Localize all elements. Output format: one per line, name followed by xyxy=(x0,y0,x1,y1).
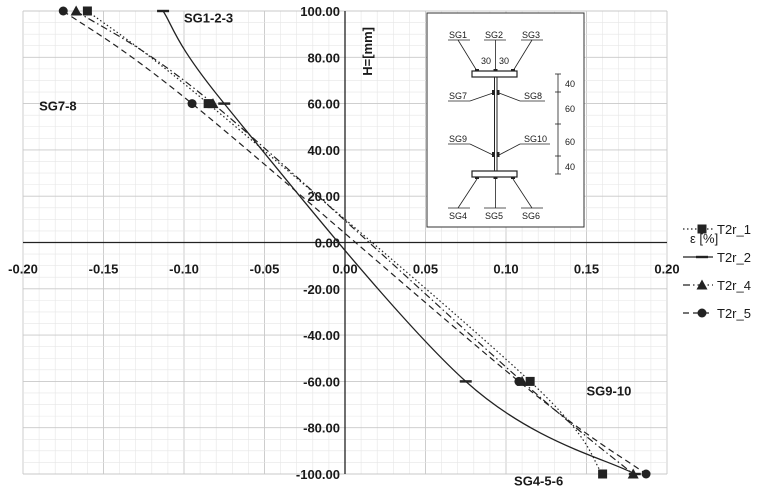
spacing-label-1: 30 xyxy=(481,56,491,66)
inset-frame xyxy=(426,12,585,228)
sg5-label: SG5 xyxy=(485,211,503,221)
x-tick-label: 0.05 xyxy=(413,262,438,277)
point-T2r_1 xyxy=(598,469,608,479)
bottom-flange xyxy=(471,170,518,178)
x-tick-label: -0.10 xyxy=(169,262,199,277)
series xyxy=(58,5,651,479)
series-line-T2r_4 xyxy=(75,10,634,475)
x-axis-title: ε [%] xyxy=(690,231,718,246)
sg3-leader xyxy=(512,39,533,72)
sg3-mark xyxy=(511,69,515,71)
y-tick-label: 40.00 xyxy=(307,143,340,158)
cross-section-inset: SG1 SG2 SG3 30 30 SG7 SG8 SG9 SG10 xyxy=(426,12,585,228)
y-tick-label: -80.00 xyxy=(303,421,340,436)
y-tick-label: 0.00 xyxy=(315,236,340,251)
y-tick-label: 20.00 xyxy=(307,189,340,204)
sg10-mark xyxy=(497,152,500,157)
point-T2r_2 xyxy=(459,380,472,383)
sg10-label: SG10 xyxy=(524,134,547,144)
sg2-label: SG2 xyxy=(485,30,503,40)
y-tick-label: 80.00 xyxy=(307,50,340,65)
legend-label-T2r_4: T2r_4 xyxy=(717,278,751,293)
legend-label-T2r_2: T2r_2 xyxy=(717,250,751,265)
legend-marker-T2r_5 xyxy=(697,308,707,318)
point-T2r_5 xyxy=(58,6,68,16)
sg10-leader xyxy=(498,143,521,156)
point-T2r_5 xyxy=(187,99,197,109)
spacing-label-2: 30 xyxy=(499,56,509,66)
point-T2r_1 xyxy=(525,376,535,386)
axes xyxy=(23,11,667,474)
point-T2r_5 xyxy=(641,469,651,479)
legend-marker-T2r_1 xyxy=(697,224,707,234)
sg8-leader xyxy=(498,92,521,102)
x-tick-label: 0.00 xyxy=(332,262,357,277)
sg5-mark xyxy=(493,177,498,179)
sg6-mark xyxy=(511,177,515,179)
point-T2r_4 xyxy=(207,98,219,109)
y-tick-label: -60.00 xyxy=(303,374,340,389)
series-T2r_1 xyxy=(82,6,608,479)
sg2-mark xyxy=(493,69,498,71)
series-line-T2r_2 xyxy=(162,10,636,475)
sg6-leader xyxy=(512,178,533,209)
sg4-mark xyxy=(475,177,479,179)
y-tick-label: -20.00 xyxy=(303,282,340,297)
height-dim-60-lower: 60 xyxy=(565,137,575,147)
sg8-mark xyxy=(497,90,500,95)
x-tick-label: 0.20 xyxy=(654,262,679,277)
point-T2r_2 xyxy=(157,9,170,13)
height-dim-40-bottom: 40 xyxy=(565,162,575,172)
point-T2r_2 xyxy=(218,102,231,105)
sg7-mark xyxy=(492,90,494,95)
height-dim-40-top: 40 xyxy=(565,79,575,89)
point-T2r_4 xyxy=(627,468,639,479)
sg7-label: SG7 xyxy=(449,91,467,101)
annotation-sg4-5-6: SG4-5-6 xyxy=(514,474,563,489)
point-T2r_5 xyxy=(514,376,524,386)
x-tick-label: -0.05 xyxy=(250,262,280,277)
series-T2r_5 xyxy=(58,6,651,479)
legend-label-T2r_5: T2r_5 xyxy=(717,306,751,321)
sg9-label: SG9 xyxy=(449,134,467,144)
sg9-leader xyxy=(469,143,494,156)
height-dim-60-upper: 60 xyxy=(565,104,575,114)
y-tick-label: -100.00 xyxy=(296,467,340,482)
x-tick-label: -0.20 xyxy=(8,262,38,277)
sg3-label: SG3 xyxy=(522,30,540,40)
legend-label-T2r_1: T2r_1 xyxy=(717,222,751,237)
y-tick-label: -40.00 xyxy=(303,328,340,343)
sg4-leader xyxy=(457,178,478,209)
x-tick-label: 0.15 xyxy=(574,262,599,277)
x-tick-label: 0.10 xyxy=(493,262,518,277)
x-tick-label: -0.15 xyxy=(89,262,119,277)
sg1-label: SG1 xyxy=(449,30,467,40)
legend-marker-T2r_2 xyxy=(696,255,708,259)
annotation-sg1-2-3: SG1-2-3 xyxy=(184,11,233,26)
sg1-mark xyxy=(475,69,479,71)
sg9-mark xyxy=(492,152,494,157)
sg8-label: SG8 xyxy=(524,91,542,101)
sg7-leader xyxy=(469,92,494,102)
annotations: SG1-2-3 SG7-8 SG9-10 SG4-5-6 xyxy=(39,11,631,489)
annotation-sg7-8: SG7-8 xyxy=(39,99,77,114)
point-T2r_4 xyxy=(70,5,82,16)
point-T2r_1 xyxy=(82,6,92,16)
sg4-label: SG4 xyxy=(449,211,467,221)
series-line-T2r_5 xyxy=(62,10,647,475)
sg1-leader xyxy=(457,39,478,72)
point-T2r_1 xyxy=(203,99,213,109)
sg6-label: SG6 xyxy=(522,211,540,221)
y-tick-label: 100.00 xyxy=(300,4,340,19)
top-flange xyxy=(471,70,518,78)
y-tick-labels: 100.00 80.00 60.00 40.00 20.00 0.00 -20.00 -40.… xyxy=(296,4,340,482)
y-tick-label: 60.00 xyxy=(307,97,340,112)
legend: T2r_1 T2r_2 T2r_4 T2r_5 xyxy=(683,222,751,321)
legend-marker-T2r_4 xyxy=(696,279,708,290)
annotation-sg9-10: SG9-10 xyxy=(587,383,632,398)
x-tick-labels: -0.20 -0.15 -0.10 -0.05 0.00 0.05 0.10 0.15 0.20 xyxy=(8,262,679,277)
y-axis-title: H=[mm] xyxy=(360,27,375,76)
